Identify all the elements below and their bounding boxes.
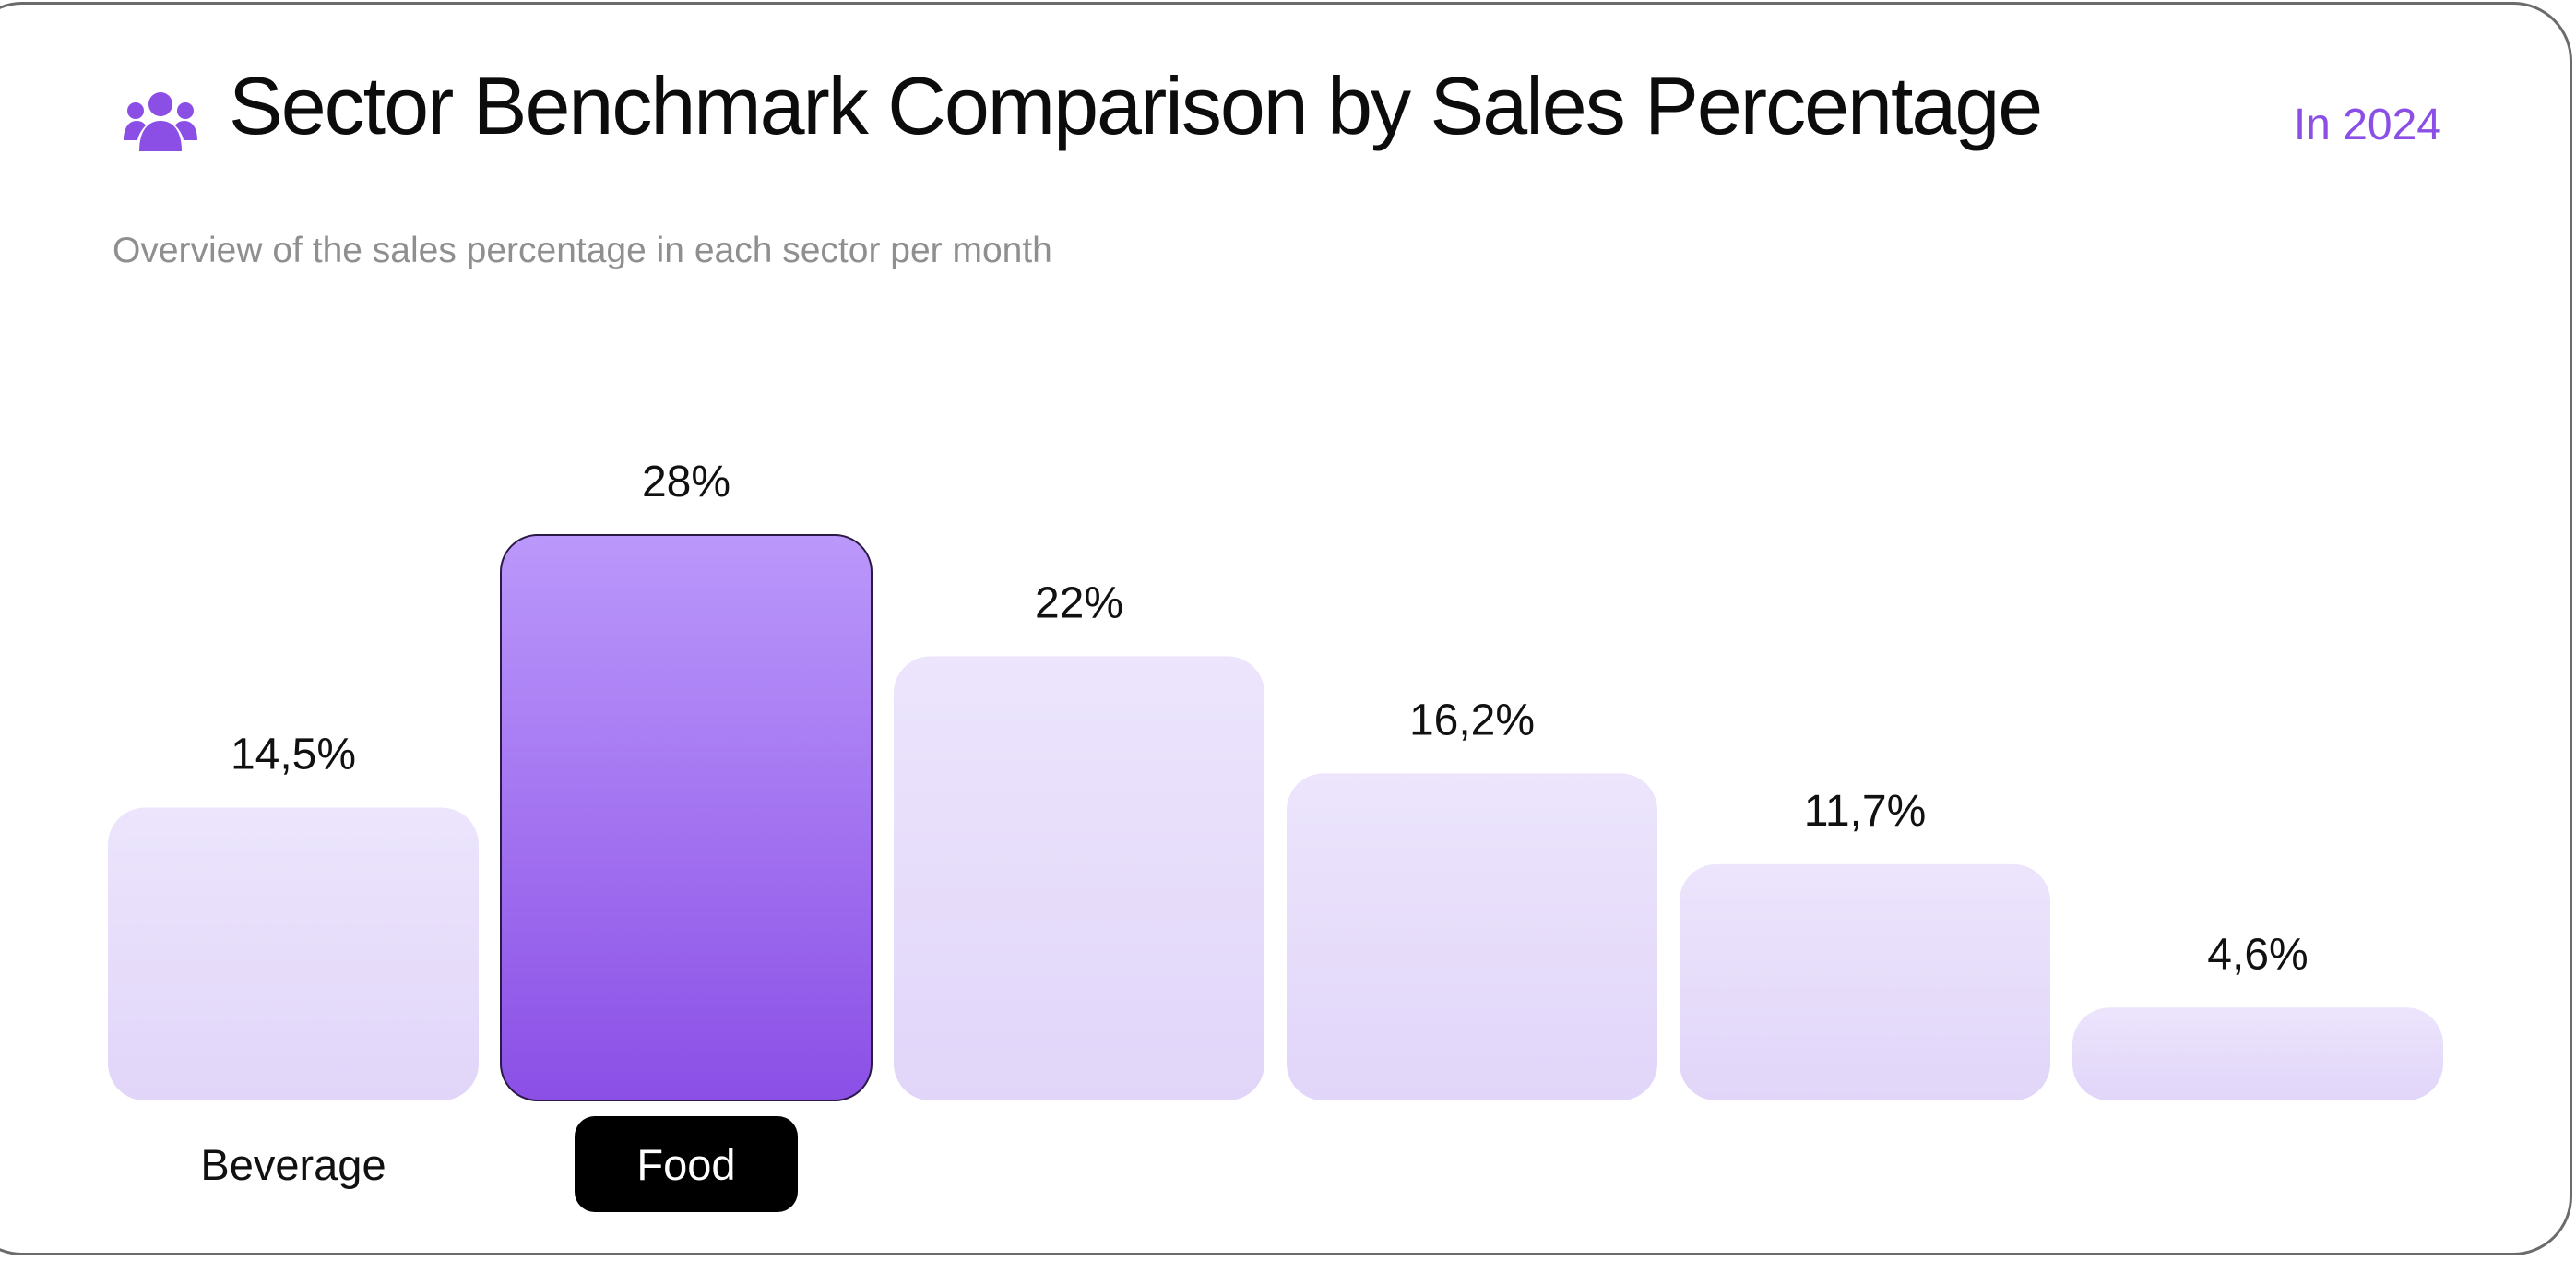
year-label: In 2024 — [2293, 101, 2441, 149]
bar-4[interactable] — [1680, 863, 2050, 1100]
value-label-0: 14,5% — [231, 731, 356, 779]
bar-1[interactable] — [500, 534, 873, 1101]
category-label-0: Beverage — [200, 1140, 386, 1189]
page-title: Sector Benchmark Comparison by Sales Per… — [229, 60, 2043, 151]
category-label-1[interactable]: Food — [636, 1140, 735, 1189]
category-pill-1[interactable] — [575, 1116, 798, 1212]
value-label-5: 4,6% — [2207, 930, 2308, 979]
value-label-1: 28% — [642, 458, 730, 506]
bar-2[interactable] — [894, 656, 1264, 1100]
users-group-icon — [124, 92, 197, 151]
value-label-2: 22% — [1035, 578, 1123, 627]
bar-3[interactable] — [1287, 773, 1657, 1100]
chart-subtitle: Overview of the sales percentage in each… — [113, 231, 1052, 270]
value-label-4: 11,7% — [1804, 787, 1927, 836]
value-label-3: 16,2% — [1409, 696, 1535, 744]
bar-5[interactable] — [2072, 1007, 2443, 1100]
bar-0[interactable] — [108, 807, 479, 1100]
